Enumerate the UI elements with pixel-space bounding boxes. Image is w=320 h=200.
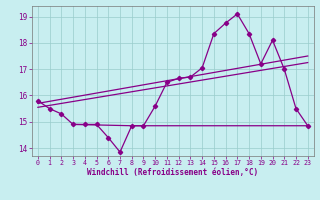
X-axis label: Windchill (Refroidissement éolien,°C): Windchill (Refroidissement éolien,°C) (87, 168, 258, 177)
